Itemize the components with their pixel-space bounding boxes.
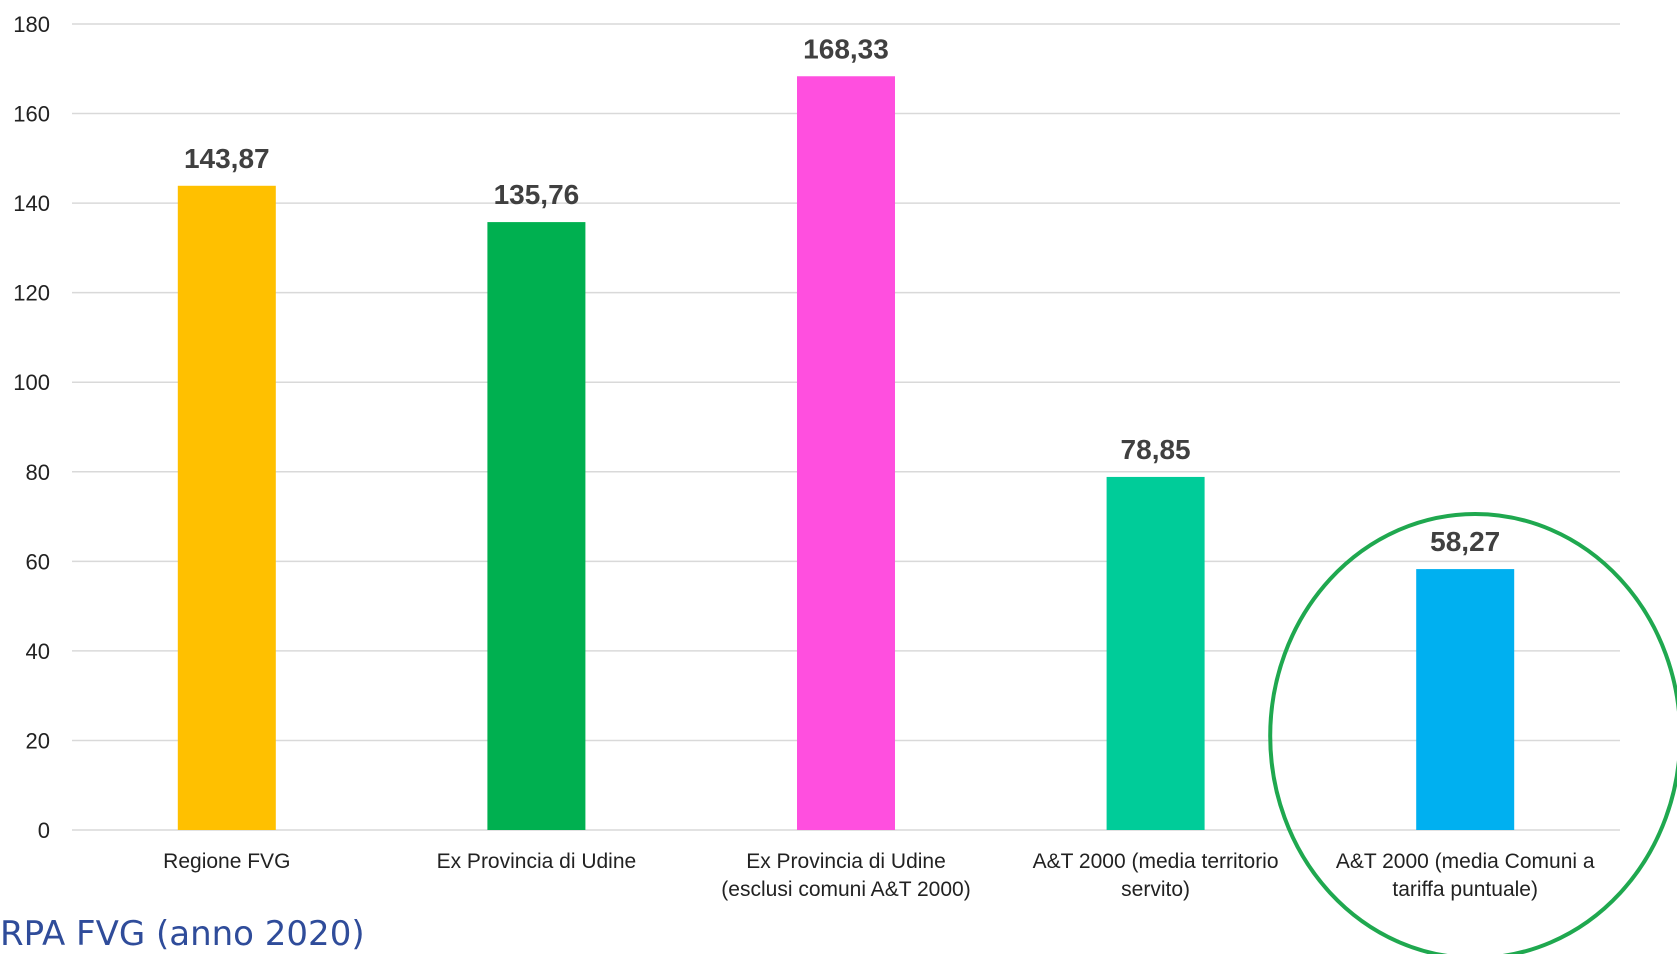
bar [177, 185, 276, 830]
bars [177, 76, 1515, 830]
data-label: 168,33 [803, 33, 889, 64]
x-category-label: A&T 2000 (media territorio [1033, 850, 1279, 873]
value-labels: 143,87 135,76 168,33 78,85 58,27 [184, 33, 1500, 557]
bar [487, 222, 586, 830]
y-tick-label: 160 [13, 102, 50, 127]
y-tick-label: 20 [26, 728, 50, 753]
y-tick-label: 60 [26, 549, 50, 574]
x-category-label: servito) [1121, 878, 1190, 901]
bar [1416, 569, 1515, 830]
y-tick-label: 80 [26, 460, 50, 485]
y-tick-label: 40 [26, 639, 50, 664]
data-label: 78,85 [1121, 434, 1191, 465]
bar [1106, 476, 1205, 830]
bar [797, 76, 895, 830]
data-label: 58,27 [1430, 526, 1500, 557]
highlight-annotation [1268, 512, 1677, 954]
x-category-label: (esclusi comuni A&T 2000) [721, 878, 970, 901]
y-tick-label: 120 [13, 281, 50, 306]
highlight-ellipse [1268, 512, 1677, 954]
source-note: RPA FVG (anno 2020) [0, 914, 365, 954]
data-label: 135,76 [494, 179, 580, 210]
x-category-label: A&T 2000 (media Comuni a [1336, 850, 1595, 873]
x-category-label: Ex Provincia di Udine [746, 850, 946, 873]
y-tick-label: 140 [13, 191, 50, 216]
y-axis-ticks: 0 20 40 60 80 100 120 140 160 180 [13, 12, 50, 843]
x-category-label: Ex Provincia di Udine [437, 850, 637, 873]
data-label: 143,87 [184, 143, 270, 174]
x-category-label: Regione FVG [163, 850, 290, 873]
x-axis-categories: Regione FVG Ex Provincia di Udine Ex Provi… [163, 850, 1595, 901]
y-tick-label: 100 [13, 370, 50, 395]
x-category-label: tariffa puntuale) [1392, 878, 1538, 901]
y-tick-label: 180 [13, 12, 50, 37]
y-tick-label: 0 [38, 818, 50, 843]
